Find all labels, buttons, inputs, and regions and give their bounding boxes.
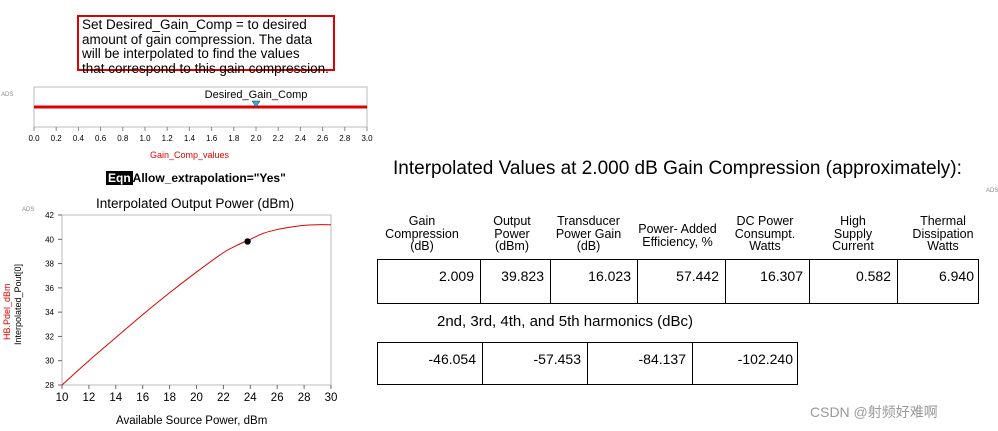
x-tick-label: 22 (217, 392, 230, 404)
results-values-row: 2.009 39.823 16.023 57.442 16.307 0.582 6.940 (377, 259, 979, 304)
harmonic-value-cell: -102.240 (737, 351, 793, 367)
header-line: Dissipation (912, 226, 974, 241)
x-tick-label: 18 (163, 392, 176, 404)
slider-tick-label: 0.4 (73, 134, 85, 143)
slider-tick-label: 1.8 (228, 134, 240, 143)
results-value-cell: 0.582 (810, 260, 898, 303)
header-line: High (840, 214, 866, 228)
results-column-header: DC Power Consumpt. Watts (730, 215, 800, 253)
instruction-note: Set Desired_Gain_Comp = to desired amoun… (77, 15, 335, 75)
results-column-header: Transducer Power Gain (dB) (551, 215, 626, 253)
equation[interactable]: Eqn Allow_extrapolation="Yes" (106, 171, 286, 185)
results-value-cell: 16.023 (551, 260, 638, 303)
x-tick-label: 24 (244, 392, 257, 404)
watermark: CSDN @射频好难啊 (810, 404, 938, 420)
header-line: Supply (833, 226, 873, 241)
output-power-chart: 10 12 14 16 18 20 22 24 26 28 30 28 30 32 34 36 38 40 42 (45, 211, 338, 404)
results-column-header: Power- Added Efficiency, % (635, 223, 720, 248)
y-tick-label: 28 (45, 381, 54, 390)
harmonic-value-cell: -46.054 (378, 343, 483, 384)
x-tick-label: 10 (56, 392, 69, 404)
harmonics-values-row: -46.054 -57.453 -84.137 -102.240 (377, 342, 798, 385)
slider-tick-label: 2.0 (250, 134, 262, 143)
header-line: Watts (927, 239, 959, 253)
note-line: amount of gain compression. The data (82, 31, 313, 47)
results-value-cell: 39.823 (481, 260, 551, 303)
gain-comp-slider[interactable]: Desired_Gain_Comp 0.0 0.2 0.4 0.6 0.8 1.0 1.2 1… (0, 80, 380, 150)
x-tick-label: 12 (83, 392, 96, 404)
series-line (61, 224, 332, 386)
header-line: Current (832, 239, 874, 253)
header-line: Output (493, 214, 531, 228)
x-tick-label: 16 (136, 392, 149, 404)
header-line: Efficiency, % (642, 234, 713, 249)
results-value-cell: 57.442 (638, 260, 726, 303)
slider-tick-label: 2.8 (339, 134, 351, 143)
header-line: (dB) (410, 239, 434, 253)
equation-text: Allow_extrapolation="Yes" (132, 171, 286, 185)
note-line: will be interpolated to find the values (82, 46, 300, 61)
slider-tick-label: 0.6 (95, 134, 107, 143)
slider-tick-label: 2.2 (273, 134, 285, 143)
slider-tick-label: 3.0 (361, 134, 373, 143)
header-line: Thermal (920, 214, 966, 228)
slider-tick-label: 2.4 (295, 134, 307, 143)
header-line: Transducer (557, 214, 620, 228)
slider-tick-label: 1.2 (162, 134, 174, 143)
header-line: Watts (749, 239, 781, 253)
results-column-header: Output Power (dBm) (482, 215, 542, 253)
header-line: DC Power (736, 214, 794, 228)
ads-tag: ADS (22, 207, 35, 213)
slider-tick-label: 2.6 (317, 134, 329, 143)
slider-tick-label: 1.4 (184, 134, 196, 143)
results-value-cell: 16.307 (726, 260, 810, 303)
results-value-cell: 6.940 (938, 268, 974, 284)
header-line: Power- Added (638, 222, 717, 236)
slider-tick-label: 1.0 (139, 134, 151, 143)
note-line: that correspond to this gain compression… (82, 60, 329, 76)
x-tick-label: 26 (271, 392, 284, 404)
results-title: Interpolated Values at 2.000 dB Gain Com… (393, 158, 962, 179)
slider-tick-label: 0.0 (28, 134, 40, 143)
x-tick-label: 30 (325, 392, 338, 404)
x-tick-label: 20 (190, 392, 203, 404)
harmonic-value-cell: -84.137 (588, 343, 693, 384)
x-axis-label: Available Source Power, dBm (116, 415, 268, 427)
interpolated-point-marker (244, 238, 251, 245)
harmonic-value-cell: -57.453 (483, 343, 588, 384)
ads-tag: ADS (986, 188, 998, 194)
slider-label: Desired_Gain_Comp (205, 89, 308, 101)
header-line: Power Gain (555, 226, 622, 241)
ads-tag: ADS (1, 92, 14, 98)
chart-title: Interpolated Output Power (dBm) (96, 196, 295, 211)
x-tick-label: 14 (109, 392, 122, 404)
header-line: (dB) (576, 239, 601, 253)
results-column-header: Thermal Dissipation Watts (907, 215, 979, 253)
slider-tick-label: 0.2 (51, 134, 63, 143)
header-line: Consumpt. (734, 226, 796, 241)
y-tick-label: 32 (45, 332, 54, 341)
header-line: (dBm) (494, 239, 530, 253)
y-tick-label: 40 (45, 235, 54, 244)
results-column-header: Gain Compression (dB) (377, 215, 467, 253)
slider-x-axis-label: Gain_Comp_values (150, 150, 230, 160)
results-value-cell: 2.009 (378, 260, 481, 303)
x-tick-label: 28 (298, 392, 311, 404)
y-tick-label: 36 (45, 284, 54, 293)
slider-tick-label: 1.6 (206, 134, 218, 143)
results-column-header: High Supply Current (826, 215, 880, 253)
y-tick-label: 42 (45, 211, 54, 220)
y-tick-label: 30 (45, 357, 54, 366)
plot-frame (61, 214, 332, 386)
equation-tag: Eqn (106, 171, 133, 185)
slider-marker-icon[interactable] (251, 100, 261, 108)
slider-tick-label: 0.8 (117, 134, 129, 143)
harmonics-title: 2nd, 3rd, 4th, and 5th harmonics (dBc) (437, 313, 693, 330)
note-line: Set Desired_Gain_Comp = to desired (82, 17, 307, 32)
header-line: Gain (408, 214, 436, 228)
header-line: Power (494, 226, 530, 241)
header-line: Compression (385, 226, 459, 241)
y-tick-label: 38 (45, 260, 54, 269)
y-tick-label: 34 (45, 308, 54, 317)
